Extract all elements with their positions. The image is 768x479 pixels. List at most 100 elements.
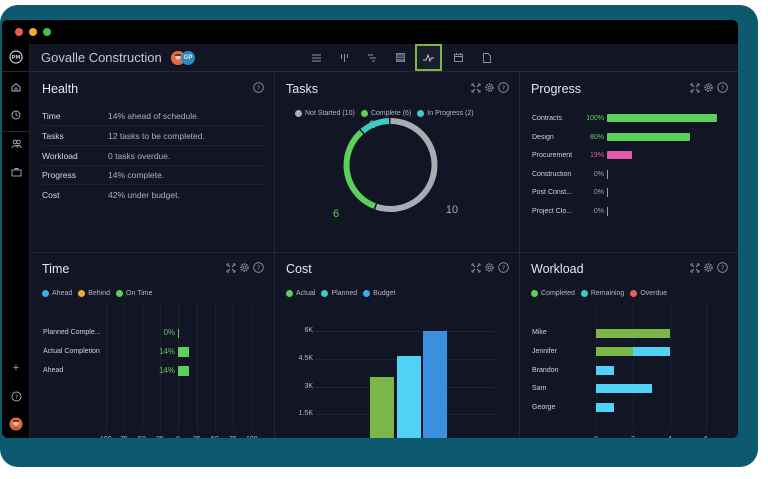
list-icon: [312, 54, 321, 61]
project-title: Govalle Construction: [41, 50, 162, 65]
health-title: Health: [42, 82, 79, 96]
legend-planned[interactable]: Planned: [321, 290, 357, 297]
progress-pct: 0%: [593, 188, 604, 196]
workload-row-label: Brandon: [532, 367, 559, 374]
x-tick: 6: [704, 436, 708, 438]
progress-row-contracts[interactable]: Contracts 100%: [532, 111, 717, 125]
progress-row-design[interactable]: Design 80%: [532, 130, 690, 144]
legend-remaining[interactable]: Remaining: [580, 290, 624, 297]
cost-bar-planned[interactable]: [397, 356, 421, 438]
workload-bar-remaining[interactable]: [596, 403, 614, 412]
progress-bar: [607, 114, 717, 122]
pm-logo-icon[interactable]: PM: [8, 49, 24, 65]
expand-icon[interactable]: [689, 262, 700, 273]
maximize-window-button[interactable]: [43, 28, 51, 36]
progress-pct: 0%: [593, 207, 604, 215]
close-window-button[interactable]: [15, 28, 23, 36]
x-tick: 50: [211, 436, 219, 438]
legend-overdue[interactable]: Overdue: [630, 290, 667, 297]
workload-bar-completed[interactable]: [596, 329, 670, 338]
legend-completed[interactable]: Completed: [531, 290, 575, 297]
expand-icon[interactable]: [470, 262, 481, 273]
help-icon[interactable]: ?: [498, 82, 509, 93]
progress-label: Contracts: [532, 114, 562, 122]
svg-text:?: ?: [14, 393, 17, 401]
profile-avatar[interactable]: [8, 416, 24, 432]
workload-bar-remaining[interactable]: [633, 347, 670, 356]
plus-icon[interactable]: +: [8, 360, 24, 376]
x-tick: 4: [668, 436, 672, 438]
list-view-button[interactable]: [303, 44, 330, 71]
progress-label: Post Const...: [532, 188, 573, 196]
gear-icon[interactable]: [703, 262, 714, 273]
panel-divider: [274, 72, 275, 438]
progress-bar: [607, 187, 608, 197]
expand-icon[interactable]: [689, 82, 700, 93]
briefcase-icon[interactable]: [8, 164, 24, 180]
workload-bar-remaining[interactable]: [596, 384, 652, 393]
health-key: Workload: [42, 150, 78, 161]
progress-row-project-closure[interactable]: Project Clo... 0%: [532, 204, 608, 218]
expand-icon[interactable]: [225, 262, 236, 273]
dashboard-view-button[interactable]: [415, 44, 442, 71]
calendar-view-button[interactable]: [445, 44, 472, 71]
legend-in-progress[interactable]: In Progress (2): [417, 110, 474, 117]
help-icon[interactable]: ?: [8, 388, 24, 404]
expand-icon[interactable]: [470, 82, 481, 93]
gear-icon[interactable]: [484, 82, 495, 93]
cost-panel: Cost ? Actual Planned Budget 6K 4.5K 3K …: [275, 253, 519, 438]
home-icon[interactable]: [8, 79, 24, 95]
progress-label: Procurement: [532, 151, 573, 159]
help-icon[interactable]: ?: [498, 262, 509, 273]
workload-row-label: Sam: [532, 385, 547, 392]
time-bar[interactable]: [178, 329, 179, 338]
time-row-label: Actual Completion: [43, 348, 100, 355]
health-value: 14% complete.: [108, 169, 165, 180]
x-tick: 100: [100, 436, 112, 438]
progress-row-post-construction[interactable]: Post Const... 0%: [532, 185, 608, 199]
progress-bar: [607, 206, 608, 216]
progress-pct: 0%: [593, 170, 604, 178]
minimize-window-button[interactable]: [29, 28, 37, 36]
x-tick: 75: [120, 436, 128, 438]
legend-complete[interactable]: Complete (6): [360, 110, 411, 117]
time-row-pct: 14%: [158, 366, 175, 375]
help-icon[interactable]: ?: [717, 82, 728, 93]
workload-bar-remaining[interactable]: [596, 366, 614, 375]
board-view-button[interactable]: [331, 44, 358, 71]
legend-actual[interactable]: Actual: [286, 290, 315, 297]
legend-on-time[interactable]: On Time: [116, 290, 153, 297]
progress-label: Design: [532, 133, 554, 141]
cost-title: Cost: [286, 262, 312, 276]
files-view-button[interactable]: [473, 44, 500, 71]
gear-icon[interactable]: [703, 82, 714, 93]
gantt-view-button[interactable]: [359, 44, 386, 71]
progress-row-procurement[interactable]: Procurement 19%: [532, 148, 632, 162]
user-avatar-gp[interactable]: GP: [181, 51, 195, 65]
sheet-view-button[interactable]: [387, 44, 414, 71]
gear-icon[interactable]: [239, 262, 250, 273]
x-tick: 100: [246, 436, 258, 438]
legend-behind[interactable]: Behind: [78, 290, 110, 297]
health-value: 14% ahead of schedule.: [108, 110, 200, 121]
health-row-time: Time 14% ahead of schedule.: [42, 106, 264, 126]
time-bar[interactable]: [178, 347, 189, 357]
workload-bar-completed[interactable]: [596, 347, 633, 356]
health-key: Cost: [42, 190, 60, 200]
health-panel: Health ? Time 14% ahead of schedule. Task…: [31, 73, 274, 252]
clock-icon[interactable]: [8, 107, 24, 123]
gear-icon[interactable]: [484, 262, 495, 273]
help-icon[interactable]: ?: [253, 262, 264, 273]
time-bar[interactable]: [178, 366, 189, 376]
help-icon[interactable]: ?: [717, 262, 728, 273]
legend-not-started[interactable]: Not Started (10): [295, 110, 355, 117]
progress-row-construction[interactable]: Construction 0%: [532, 167, 608, 181]
tasks-donut-chart: 2 6 10: [333, 118, 458, 220]
legend-ahead[interactable]: Ahead: [42, 290, 72, 297]
legend-budget[interactable]: Budget: [363, 290, 395, 297]
users-icon[interactable]: [8, 136, 24, 152]
progress-pct: 19%: [589, 151, 604, 159]
help-icon[interactable]: ?: [253, 82, 264, 93]
cost-bar-budget[interactable]: [423, 331, 447, 438]
cost-bar-actual[interactable]: [370, 377, 394, 438]
